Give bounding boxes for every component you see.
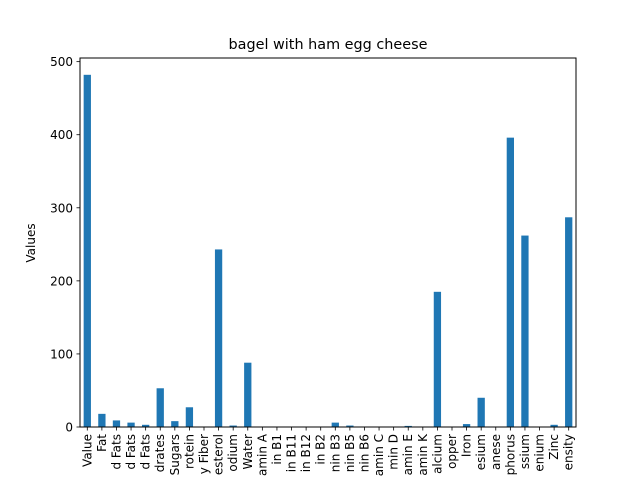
bar xyxy=(521,235,529,427)
y-tick-label: 100 xyxy=(50,347,73,361)
x-tick-label: d Fats xyxy=(109,434,123,470)
chart-title: bagel with ham egg cheese xyxy=(229,37,428,53)
x-tick-label: esterol xyxy=(212,434,226,475)
x-tick-label: odium xyxy=(226,434,240,472)
bar-series xyxy=(83,74,573,427)
bar xyxy=(142,424,150,427)
bar xyxy=(550,424,558,427)
x-axis-ticks: Value Fat d Fats d Fats d Fats drates Sugars ro… xyxy=(80,427,576,476)
x-tick-label: Fat xyxy=(95,434,109,452)
y-tick-label: 500 xyxy=(50,55,73,69)
x-tick-label: Zinc xyxy=(547,434,561,460)
bar xyxy=(171,421,179,427)
bar xyxy=(506,137,514,427)
x-tick-label: in B11 xyxy=(285,434,299,472)
x-tick-label: amin K xyxy=(416,433,430,476)
bar xyxy=(244,362,252,427)
bar xyxy=(477,397,485,427)
x-tick-label: anese xyxy=(489,434,503,470)
x-tick-label: in B12 xyxy=(299,434,313,472)
x-tick-label: nin B3 xyxy=(328,434,342,472)
x-tick-label: in B2 xyxy=(314,434,328,465)
x-tick-label: rotein xyxy=(182,434,196,469)
bar xyxy=(331,422,339,427)
x-tick-label: enium xyxy=(533,434,547,472)
x-tick-label: Value xyxy=(80,434,94,467)
x-tick-label: ensity xyxy=(562,434,576,470)
plot-area-frame xyxy=(79,57,577,428)
y-tick-label: 400 xyxy=(50,128,73,142)
y-axis-label: Values xyxy=(24,223,38,262)
x-tick-label: nin B6 xyxy=(357,434,371,472)
bar xyxy=(404,425,412,427)
x-tick-label: min D xyxy=(387,434,401,470)
bar xyxy=(565,217,573,427)
x-tick-label: Iron xyxy=(460,434,474,457)
bar xyxy=(433,291,442,427)
bar xyxy=(127,422,135,427)
x-tick-label: phorus xyxy=(503,434,517,475)
x-tick-label: Sugars xyxy=(168,434,182,475)
x-tick-label: opper xyxy=(445,434,459,469)
bar xyxy=(112,420,121,427)
bar xyxy=(98,413,106,427)
x-tick-label: esium xyxy=(474,434,488,470)
y-axis-ticks: 0 100 200 300 400 500 xyxy=(50,55,80,435)
y-tick-label: 300 xyxy=(50,201,73,215)
bar xyxy=(185,407,194,427)
y-tick-label: 200 xyxy=(50,274,73,288)
x-tick-label: ssium xyxy=(518,434,532,469)
x-tick-label: amin A xyxy=(255,433,269,476)
bar xyxy=(229,425,237,427)
x-tick-label: in B1 xyxy=(270,434,284,465)
x-tick-label: amin C xyxy=(372,434,386,476)
x-tick-label: amin E xyxy=(401,434,415,475)
bar xyxy=(346,425,354,427)
x-tick-label: nin B5 xyxy=(343,434,357,472)
x-tick-label: drates xyxy=(153,434,167,472)
bar xyxy=(462,424,471,427)
x-tick-label: d Fats xyxy=(139,434,153,470)
bar xyxy=(156,388,164,427)
x-tick-label: alcium xyxy=(430,434,444,474)
x-tick-label: y Fiber xyxy=(197,434,211,474)
x-tick-label: Water xyxy=(241,434,255,470)
y-tick-label: 0 xyxy=(65,421,73,435)
bar xyxy=(83,74,91,427)
x-tick-label: d Fats xyxy=(124,434,138,470)
bar xyxy=(214,249,223,427)
